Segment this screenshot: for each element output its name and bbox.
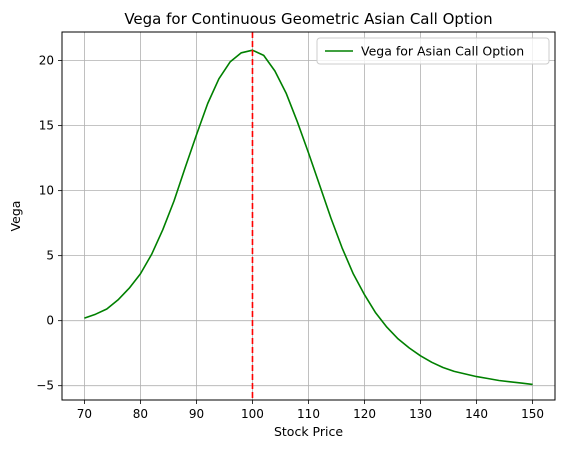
y-tick-label: 5 (46, 249, 54, 263)
plot-area (84, 32, 533, 400)
x-axis-label: Stock Price (274, 424, 343, 439)
grid (62, 32, 555, 400)
y-tick-label: 10 (39, 184, 54, 198)
x-tick-label: 120 (353, 407, 376, 421)
x-tick-label: 130 (409, 407, 432, 421)
x-tick-label: 110 (297, 407, 320, 421)
y-axis-label: Vega (8, 201, 23, 232)
x-tick-label: 90 (189, 407, 204, 421)
chart-title: Vega for Continuous Geometric Asian Call… (124, 10, 492, 28)
legend: Vega for Asian Call Option (316, 37, 550, 65)
x-tick-label: 150 (521, 407, 544, 421)
y-tick-label: −5 (36, 379, 54, 393)
x-tick-label: 100 (241, 407, 264, 421)
x-axis: 70 80 90 100 110 120 130 140 150 (77, 400, 544, 421)
y-tick-label: 20 (39, 54, 54, 68)
legend-box (316, 37, 550, 65)
series-line (84, 49, 533, 386)
x-tick-label: 70 (77, 407, 92, 421)
x-tick-label: 140 (465, 407, 488, 421)
y-axis: −5 0 5 10 15 20 (36, 54, 62, 393)
y-tick-label: 0 (46, 314, 54, 328)
legend-label: Vega for Asian Call Option (361, 44, 524, 59)
x-tick-label: 80 (133, 407, 148, 421)
y-tick-label: 15 (39, 119, 54, 133)
